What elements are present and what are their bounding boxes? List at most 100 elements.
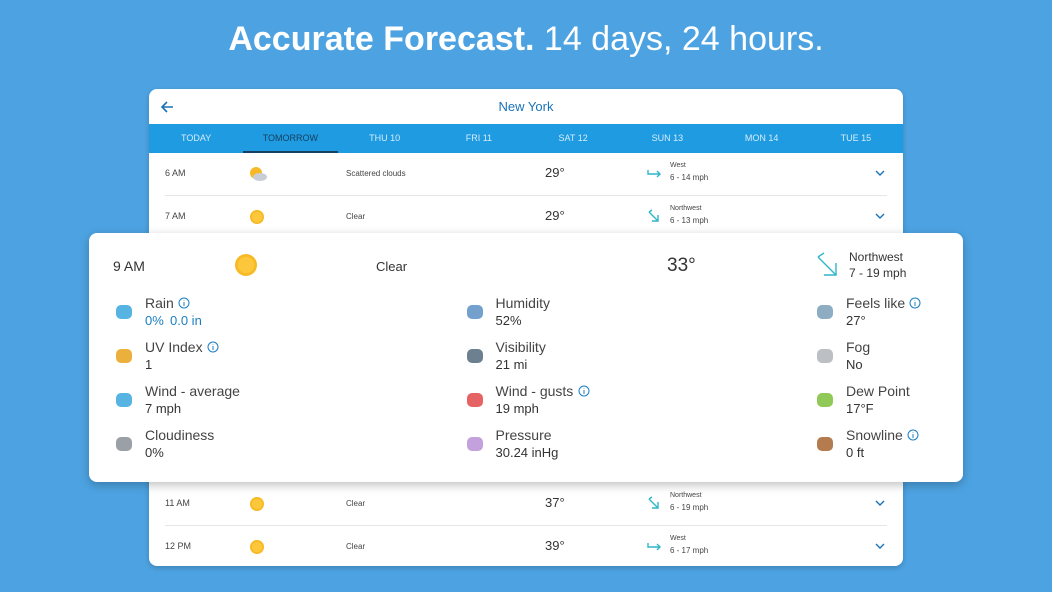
detail-icon	[817, 305, 833, 319]
detail-value: 1	[145, 357, 153, 372]
expand-chevron[interactable]	[875, 213, 885, 221]
detail-value: 52%	[495, 313, 522, 328]
hour-temp: 39°	[545, 538, 565, 553]
weather-icon	[250, 210, 264, 224]
hour-wind-dir: Northwest	[670, 492, 702, 499]
detail-value: 7 mph	[145, 401, 182, 416]
headline: Accurate Forecast. 14 days, 24 hours.	[0, 20, 1052, 59]
info-icon[interactable]	[578, 385, 590, 397]
hour-time: 6 AM	[165, 168, 186, 178]
wind-icon	[647, 543, 661, 551]
hour-wind-speed: 6 - 13 mph	[670, 216, 709, 225]
headline-rest: 14 days, 24 hours.	[543, 20, 824, 58]
detail-value: No	[846, 357, 863, 372]
detail-card: 9 AM Clear 33° Northwest 7 - 19 mph Rain 0% 0.0…	[89, 233, 963, 482]
city: New York	[498, 99, 554, 114]
detail-label: Cloudiness	[145, 427, 215, 443]
info-icon[interactable]	[909, 297, 921, 309]
detail-label: Wind - average	[145, 383, 240, 399]
detail-label: Dew Point	[846, 383, 910, 399]
detail-value-2: 0.0 in	[170, 313, 202, 328]
headline-bold: Accurate Forecast.	[228, 20, 535, 58]
hour-wind-speed: 6 - 14 mph	[670, 173, 709, 182]
detail-label: Rain	[145, 295, 174, 311]
detail-label: Feels like	[846, 295, 906, 311]
hour-wind-speed: 6 - 17 mph	[670, 546, 709, 555]
hour-wind-speed: 6 - 19 mph	[670, 503, 709, 512]
hour-condition: Scattered clouds	[346, 169, 406, 178]
hour-row: 6 AM Scattered clouds 29° West 6 - 14 mph	[149, 153, 903, 196]
wind-icon	[648, 209, 659, 222]
info-icon[interactable]	[207, 341, 219, 353]
detail-label: Fog	[846, 339, 871, 355]
hour-time: 11 AM	[165, 498, 190, 508]
detail-wind-icon	[817, 252, 837, 276]
detail-icon	[466, 393, 483, 407]
hour-temp: 29°	[545, 165, 565, 180]
hour-temp: 29°	[545, 208, 565, 223]
detail-icon	[116, 349, 132, 363]
detail-value: 30.24 inHg	[495, 445, 559, 460]
hour-row: 12 PM Clear 39° West 6 - 17 mph	[149, 526, 903, 566]
detail-icon	[817, 349, 833, 363]
expand-chevron[interactable]	[875, 543, 885, 551]
weather-icon	[250, 540, 264, 554]
hour-row: 11 AM Clear 37° Northwest 6 - 19 mph	[149, 483, 903, 526]
info-icon[interactable]	[178, 297, 190, 309]
hour-condition: Clear	[346, 542, 366, 551]
detail-icon	[466, 349, 483, 363]
hour-wind-dir: Northwest	[670, 205, 702, 212]
detail-value: 0%	[145, 313, 164, 328]
hour-time: 12 PM	[165, 541, 192, 551]
detail-value: 21 mi	[495, 357, 528, 372]
info-icon[interactable]	[907, 429, 919, 441]
hour-temp: 37°	[545, 495, 565, 510]
tab[interactable]: TOMORROW	[243, 124, 338, 153]
detail-temp: 33°	[667, 255, 696, 276]
detail-icon	[466, 437, 483, 451]
detail-label: Pressure	[495, 427, 552, 443]
hour-wind-dir: West	[670, 162, 686, 169]
hour-condition: Clear	[346, 212, 366, 221]
detail-label: Humidity	[495, 295, 550, 311]
detail-value: 19 mph	[495, 401, 539, 416]
detail-time: 9 AM	[113, 258, 145, 274]
tab[interactable]: SAT 12	[558, 133, 588, 143]
detail-label: Snowline	[846, 427, 903, 443]
tab[interactable]: TUE 15	[840, 133, 872, 143]
hour-time: 7 AM	[165, 211, 186, 221]
hour-condition: Clear	[346, 499, 366, 508]
detail-condition: Clear	[376, 259, 408, 274]
expand-chevron[interactable]	[875, 170, 885, 178]
row-separator	[165, 195, 887, 196]
expand-chevron[interactable]	[875, 500, 885, 508]
back-button[interactable]	[159, 99, 175, 115]
weather-icon	[250, 167, 267, 181]
wind-icon	[648, 496, 659, 509]
detail-icon	[817, 437, 833, 451]
tab[interactable]: TODAY	[181, 133, 212, 143]
detail-icon	[116, 437, 132, 451]
detail-icon	[817, 393, 833, 407]
detail-label: Visibility	[495, 339, 546, 355]
hour-wind-dir: West	[670, 535, 686, 542]
tab-bar: TODAY TOMORROW THU 10 FRI 11 SAT 12 SUN 13 MON…	[149, 124, 903, 153]
detail-value: 0%	[145, 445, 164, 460]
detail-wind-speed: 7 - 19 mph	[849, 266, 907, 280]
weather-icon	[250, 497, 264, 511]
tab[interactable]: MON 14	[744, 133, 779, 143]
detail-value: 27°	[846, 313, 866, 328]
detail-icon	[116, 305, 132, 319]
tab[interactable]: FRI 11	[465, 133, 493, 143]
detail-wind-dir: Northwest	[849, 250, 904, 264]
detail-value: 17°F	[846, 401, 874, 416]
detail-label: Wind - gusts	[495, 383, 574, 399]
row-separator	[165, 525, 887, 526]
detail-icon	[466, 305, 483, 319]
detail-value: 0 ft	[846, 445, 865, 460]
tab[interactable]: THU 10	[369, 133, 401, 143]
detail-label: UV Index	[145, 339, 203, 355]
tab[interactable]: SUN 13	[651, 133, 684, 143]
wind-icon	[647, 170, 661, 178]
